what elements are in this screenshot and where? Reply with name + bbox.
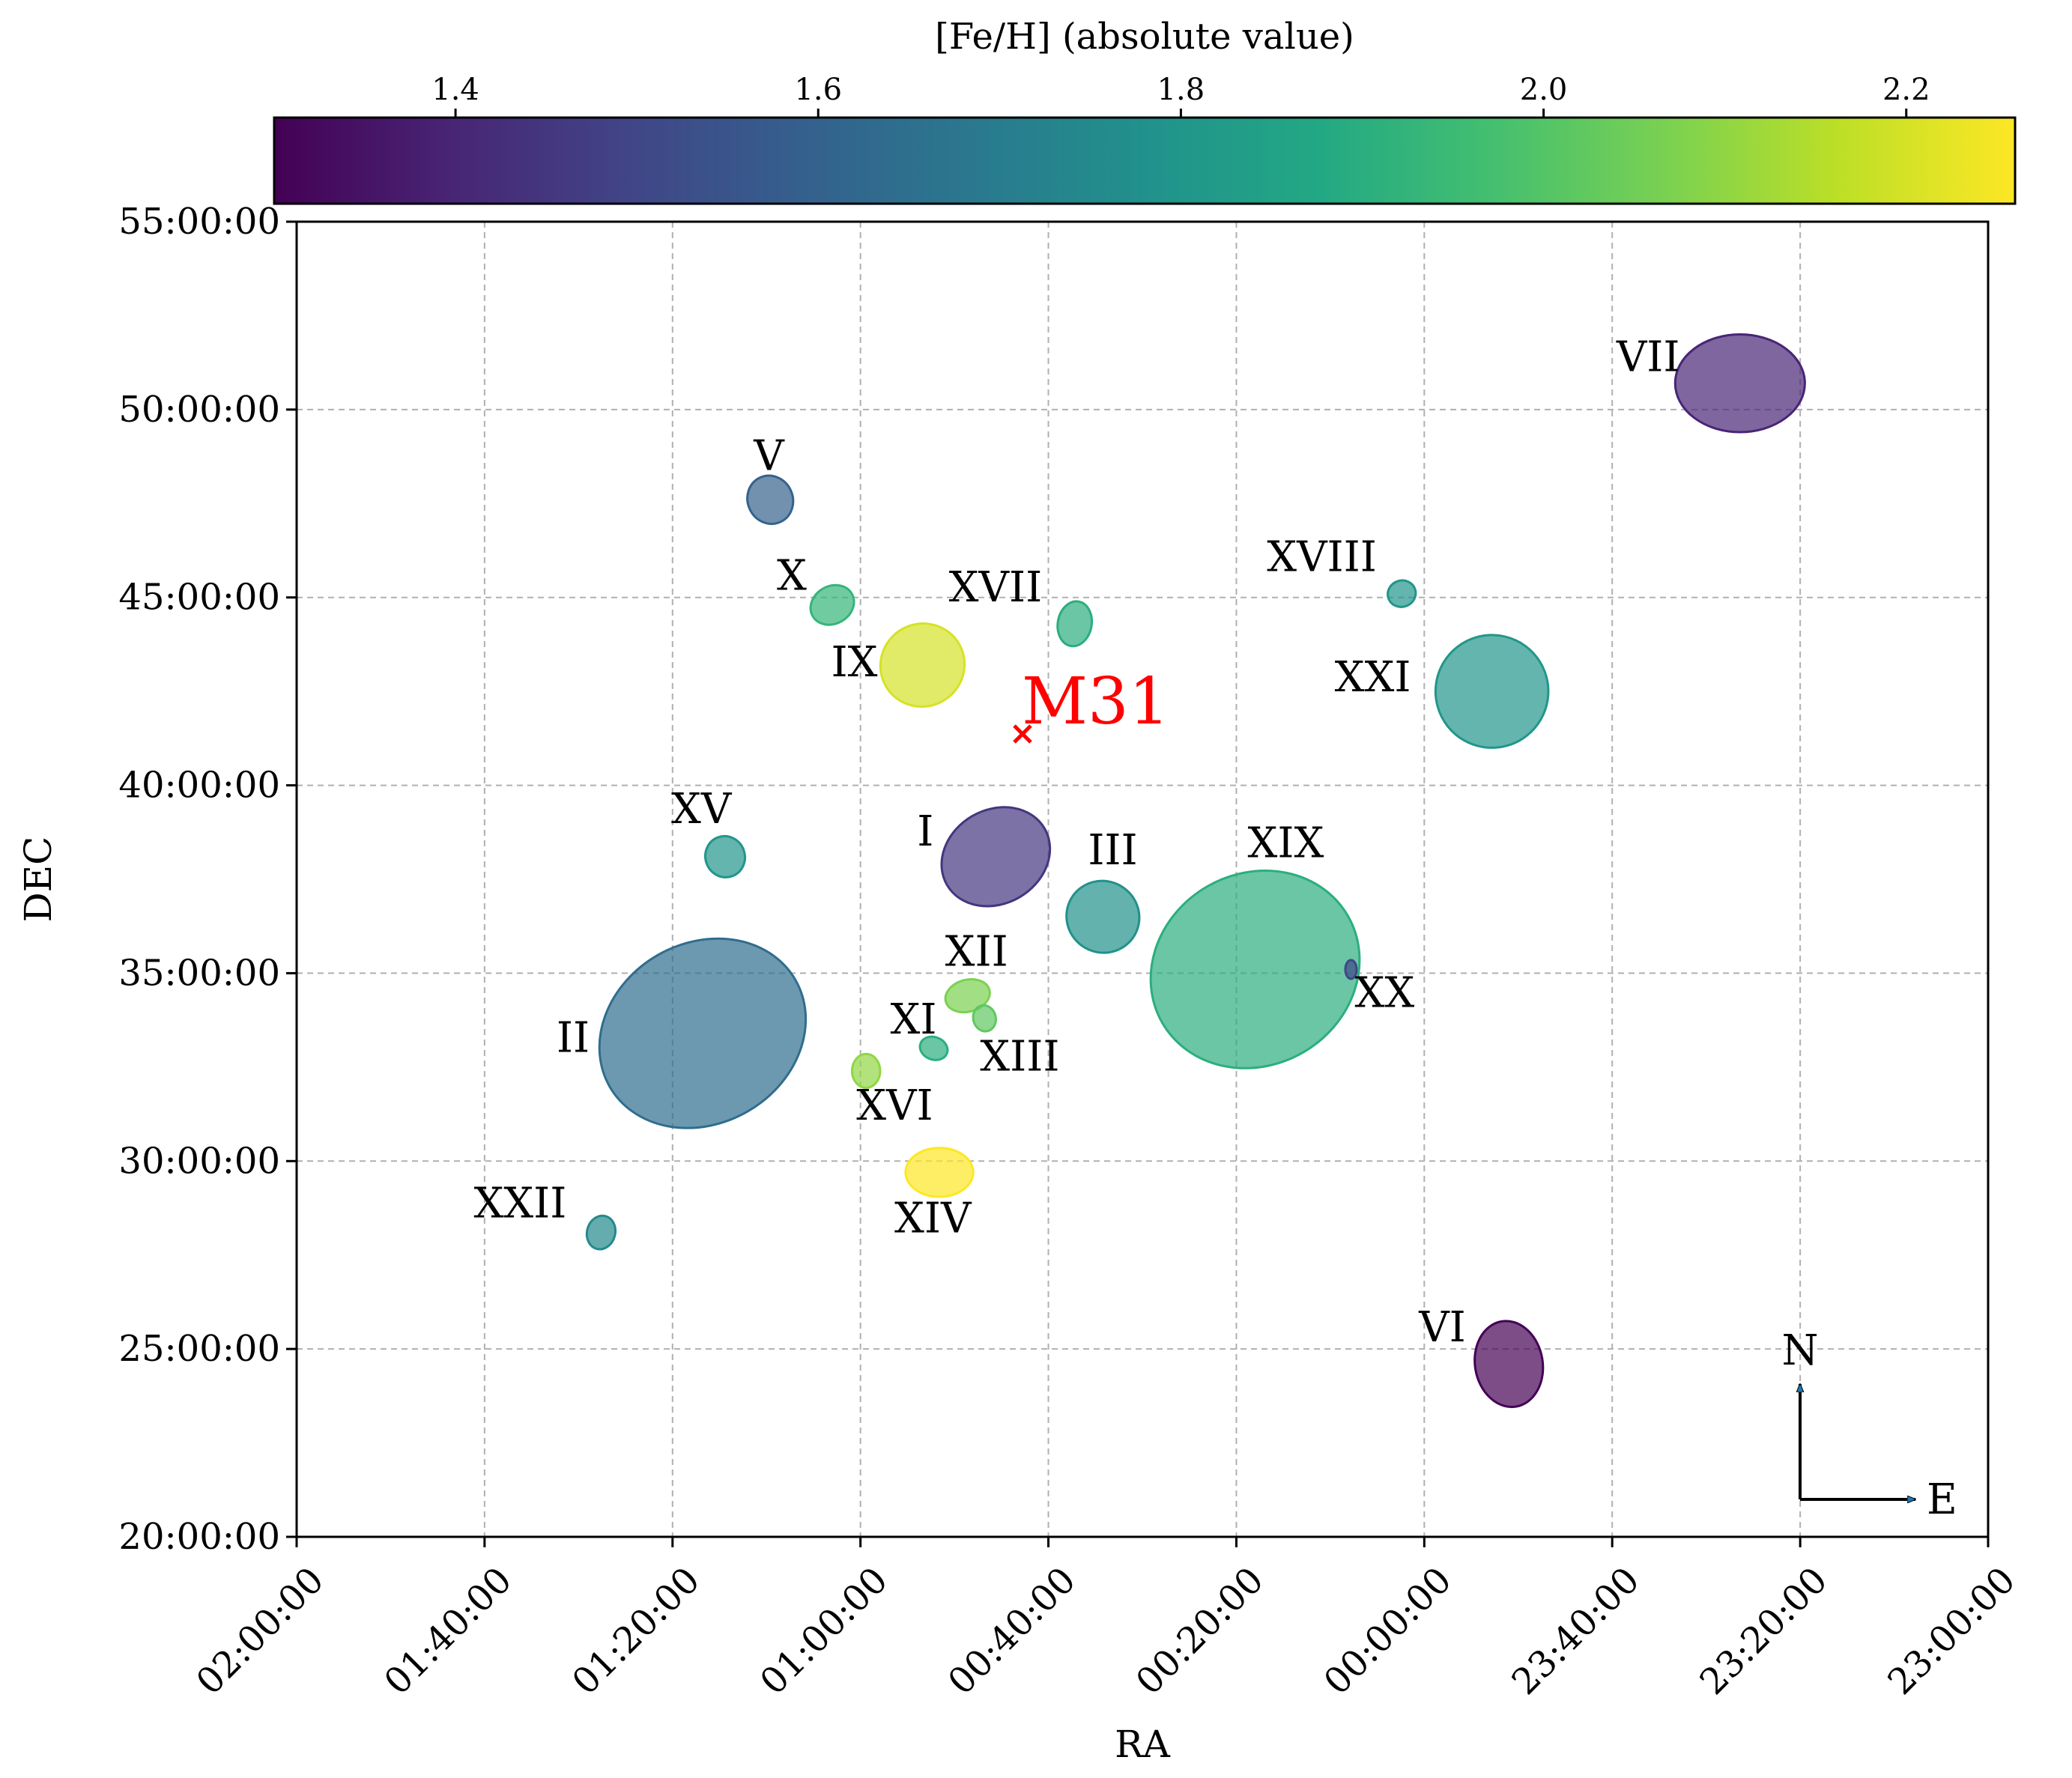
satellite-label-xviii: XVIII (1267, 533, 1377, 582)
satellite-labels: IIIIIIVVIVIIIXXXIXIIXIIIXIVXVXVIXVIIXVII… (473, 333, 1679, 1352)
y-tick-label: 20:00:00 (118, 1516, 280, 1558)
satellite-label-vii: VII (1616, 333, 1680, 382)
satellite-ellipse-xiii (972, 1004, 997, 1033)
y-tick-label: 55:00:00 (118, 201, 280, 243)
satellite-label-xix: XIX (1248, 819, 1324, 867)
satellite-label-xv: XV (671, 785, 733, 834)
satellite-ellipse-x (809, 583, 855, 626)
satellite-ellipse-v (746, 474, 795, 525)
x-tick-label: 02:00:00 (188, 1559, 332, 1703)
satellite-ellipse-xvii (1056, 600, 1094, 648)
colorbar-tick-label: 2.0 (1520, 73, 1568, 107)
colorbar-gradient (273, 116, 2017, 205)
satellite-label-xii: XII (945, 928, 1008, 977)
satellite-ellipse-xv (704, 834, 747, 879)
satellite-ellipse-xxii (585, 1214, 617, 1251)
y-tick-label: 40:00:00 (118, 765, 280, 807)
satellite-label-xi: XI (891, 995, 937, 1044)
satellite-ellipse-xviii (1387, 579, 1417, 608)
y-tick-label: 35:00:00 (118, 952, 280, 994)
satellite-label-x: X (777, 552, 807, 601)
satellite-label-i: I (917, 807, 933, 856)
satellite-label-ii: II (557, 1014, 590, 1063)
x-tick-label: 00:20:00 (1128, 1559, 1272, 1703)
plot-area: IIIIIIVVIVIIIXXXIXIIXIIIXIVXVXVIXVIIXVII… (295, 220, 1990, 1538)
y-axis-ticks: 20:00:00 25:00:00 30:00:00 35:00:00 40:00:00… (118, 201, 297, 1558)
x-axis-ticks: 02:00:00 01:40:00 01:20:00 01:00:00 00:40:00… (188, 1537, 2023, 1703)
satellite-label-xvii: XVII (949, 563, 1043, 612)
plot-background (297, 222, 1988, 1537)
satellite-ellipse-xix (1149, 870, 1361, 1069)
y-tick-label: 30:00:00 (118, 1140, 280, 1182)
colorbar-label: [Fe/H] (absolute value) (935, 16, 1354, 58)
satellite-ellipse-ix (879, 622, 966, 709)
satellite-ellipse-ii (598, 937, 808, 1129)
satellite-ellipse-xi (918, 1035, 949, 1061)
x-tick-label: 01:40:00 (376, 1559, 520, 1703)
x-tick-label: 00:40:00 (940, 1559, 1084, 1703)
north-label: N (1782, 1326, 1819, 1375)
satellite-label-xvi: XVI (856, 1081, 933, 1130)
satellite-ellipse-i (940, 806, 1052, 908)
colorbar-tick-label: 2.2 (1882, 73, 1930, 107)
colorbar-ticks: 1.4 1.6 1.8 2.0 2.2 (431, 73, 1930, 118)
x-tick-label: 23:40:00 (1504, 1559, 1648, 1703)
satellite-label-iii: III (1088, 826, 1137, 875)
satellite-ellipse-xii (944, 978, 991, 1014)
m31-label: M31 (1022, 664, 1170, 739)
colorbar: 1.4 1.6 1.8 2.0 2.2 [Fe/H] (absolute value) (273, 16, 2017, 205)
satellite-ellipse-vi (1473, 1320, 1545, 1409)
y-tick-label: 45:00:00 (118, 577, 280, 619)
satellite-label-xxi: XXI (1335, 653, 1411, 702)
y-axis-label: DEC (16, 837, 60, 923)
x-tick-label: 23:00:00 (1879, 1559, 2023, 1703)
satellite-label-v: V (753, 431, 785, 480)
satellite-label-xiii: XIII (980, 1033, 1059, 1081)
compass: N E (1782, 1326, 1957, 1524)
satellite-ellipse-xxi (1434, 634, 1550, 749)
colorbar-tick-label: 1.4 (431, 73, 479, 107)
satellite-ellipse-iii (1065, 879, 1141, 954)
colorbar-tick-label: 1.6 (794, 73, 842, 107)
satellite-ellipse-xx (1344, 959, 1358, 980)
m31-marker-group: M31 (1013, 664, 1170, 744)
satellite-label-ix: IX (831, 638, 877, 687)
m31-marker (1013, 724, 1032, 744)
colorbar-tick-label: 1.8 (1157, 73, 1205, 107)
east-label: E (1927, 1475, 1957, 1524)
y-tick-label: 25:00:00 (118, 1328, 280, 1370)
x-axis-label: RA (1115, 1723, 1171, 1766)
satellite-ellipse-xvi (850, 1052, 882, 1089)
x-tick-label: 23:20:00 (1691, 1559, 1835, 1703)
y-tick-label: 50:00:00 (118, 389, 280, 431)
satellite-label-xiv: XIV (894, 1194, 972, 1243)
x-tick-label: 01:00:00 (752, 1559, 896, 1703)
x-tick-label: 00:00:00 (1316, 1559, 1460, 1703)
satellite-ellipse-vii (1673, 333, 1806, 434)
satellite-label-vi: VI (1418, 1303, 1466, 1352)
satellite-label-xx: XX (1354, 968, 1414, 1017)
satellite-ellipse-xiv (904, 1147, 975, 1198)
x-tick-label: 01:20:00 (564, 1559, 708, 1703)
plot-frame (295, 220, 1990, 1538)
satellite-label-xxii: XXII (473, 1180, 566, 1228)
satellite-markers (585, 333, 1806, 1409)
